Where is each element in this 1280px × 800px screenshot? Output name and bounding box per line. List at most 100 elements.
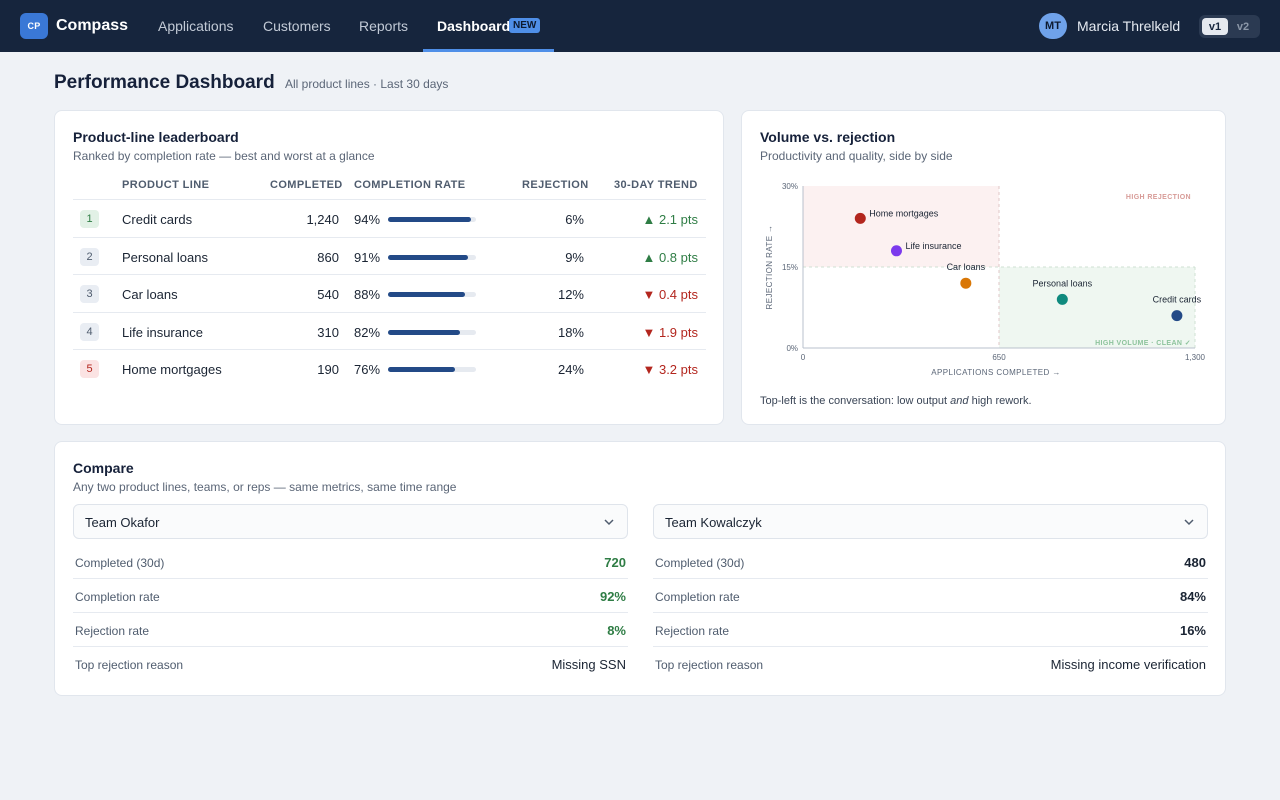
scatter-point-label: Life insurance (905, 241, 961, 251)
completed-count: 1,240 (306, 212, 339, 227)
x-axis-title: APPLICATIONS COMPLETED → (931, 368, 1060, 377)
column-header-rejection[interactable]: REJECTION (522, 179, 589, 191)
completion-bar-fill (388, 217, 471, 222)
metric-row: Completion rate 84% (653, 579, 1208, 613)
y-tick-label: 30% (782, 182, 798, 191)
table-row[interactable]: 1 Credit cards 1,240 94% 6% ▲ 2.1 pts (73, 199, 706, 237)
metric-label: Completion rate (75, 590, 160, 604)
completion-rate: 94% (354, 212, 381, 227)
scatter-point (890, 245, 902, 257)
metric-row: Completed (30d) 720 (73, 545, 628, 579)
metric-value: 16% (1179, 623, 1206, 638)
nav-reports[interactable]: Reports (359, 18, 409, 34)
product-line-name: Credit cards (122, 212, 193, 227)
completion-rate: 76% (354, 362, 381, 377)
rejection-rate: 24% (557, 362, 584, 377)
page-subtitle: All product lines · Last 30 days (285, 77, 449, 91)
zone-label-high-rejection: HIGH REJECTION (1126, 194, 1191, 201)
metric-label: Completion rate (655, 590, 740, 604)
product-line-name: Home mortgages (122, 362, 222, 377)
column-header-product-line[interactable]: PRODUCT LINE (122, 179, 210, 191)
column-header-trend[interactable]: 30-DAY TREND (614, 179, 698, 191)
version-switch: v1 v2 (1199, 15, 1260, 38)
logo-badge[interactable]: CP (20, 13, 48, 39)
y-axis-title: REJECTION RATE → (765, 225, 774, 310)
table-row[interactable]: 4 Life insurance 310 82% 18% ▼ 1.9 pts (73, 311, 706, 350)
metric-value: 92% (599, 589, 626, 604)
trend-value: ▼ 1.9 pts (642, 324, 698, 340)
trend-value: ▲ 2.1 pts (642, 212, 698, 227)
metric-row: Top rejection reason Missing SSN (73, 647, 628, 681)
table-row[interactable]: 5 Home mortgages 190 76% 24% ▼ 3.2 pts (73, 349, 706, 387)
scatter-point-label: Car loans (947, 262, 986, 272)
column-header-completed[interactable]: COMPLETED (270, 179, 343, 191)
rejection-rate: 18% (557, 324, 584, 340)
zone-area (999, 267, 1195, 348)
metric-value: Missing income verification (1050, 657, 1206, 672)
scatter-point (1056, 293, 1068, 305)
page-title: Performance Dashboard (54, 72, 275, 93)
metric-value: 480 (1184, 555, 1206, 570)
metric-row: Rejection rate 16% (653, 613, 1208, 647)
avatar[interactable]: MT (1039, 13, 1067, 39)
product-line-name: Car loans (122, 287, 178, 302)
brand-name[interactable]: Compass (56, 17, 129, 34)
x-tick-label: 1,300 (1185, 353, 1206, 362)
scatter-note-pre: Top-left is the conversation: low output (760, 395, 951, 407)
metric-row: Rejection rate 8% (73, 613, 628, 647)
metric-label: Completed (30d) (655, 556, 745, 570)
nav-customers[interactable]: Customers (263, 18, 331, 34)
rank-badge: 4 (80, 322, 99, 341)
scatter-point (1171, 310, 1183, 322)
completion-bar-fill (388, 329, 461, 335)
completion-rate: 91% (354, 249, 381, 265)
trend-value: ▼ 0.4 pts (642, 287, 698, 302)
metric-label: Rejection rate (655, 624, 730, 638)
completion-bar-fill (388, 292, 466, 297)
compare-subtitle: Any two product lines, teams, or reps — … (73, 480, 457, 494)
rank-badge: 5 (80, 360, 99, 378)
nav-applications[interactable]: Applications (158, 18, 234, 34)
rejection-rate: 12% (557, 287, 584, 302)
completion-bar-track (388, 367, 476, 372)
table-row[interactable]: 3 Car loans 540 88% 12% ▼ 0.4 pts (73, 274, 706, 312)
chevron-down-icon (1184, 519, 1194, 526)
rank-badge: 3 (80, 285, 99, 303)
product-line-name: Life insurance (122, 324, 203, 340)
scatter-note-emphasis: and (950, 395, 969, 407)
rank-badge: 1 (80, 210, 99, 228)
team-select-right[interactable]: Team Kowalczyk (653, 504, 1208, 539)
user-name[interactable]: Marcia Threlkeld (1077, 18, 1181, 34)
nav-dashboard-label: Dashboard (437, 18, 511, 34)
compare-card: Compare Any two product lines, teams, or… (54, 441, 1226, 696)
scatter-point-label: Home mortgages (869, 208, 939, 218)
scatter-card: Volume vs. rejection Productivity and qu… (741, 110, 1226, 425)
metric-label: Top rejection reason (655, 658, 764, 672)
metric-label: Rejection rate (75, 624, 150, 638)
product-line-name: Personal loans (122, 249, 208, 265)
completion-bar-track (388, 329, 476, 335)
team-select-left[interactable]: Team Okafor (73, 504, 628, 539)
y-tick-label: 15% (782, 263, 798, 272)
chevron-down-icon (604, 519, 614, 526)
rejection-rate: 9% (565, 249, 584, 265)
completed-count: 310 (317, 324, 339, 340)
version-v2[interactable]: v2 (1236, 20, 1250, 33)
metric-row: Top rejection reason Missing income veri… (653, 647, 1208, 681)
x-tick-label: 0 (801, 353, 806, 362)
scatter-point (960, 277, 972, 289)
scatter-point-label: Personal loans (1033, 278, 1093, 288)
rank-badge: 2 (80, 247, 99, 266)
metric-row: Completed (30d) 480 (653, 545, 1208, 579)
completion-rate: 88% (354, 287, 381, 302)
version-v1[interactable]: v1 (1202, 18, 1228, 35)
scatter-point-label: Credit cards (1153, 295, 1202, 305)
completed-count: 540 (317, 287, 339, 302)
completed-count: 190 (317, 362, 339, 377)
nav-dashboard[interactable]: Dashboard NEW (423, 0, 554, 52)
completion-bar-track (388, 217, 476, 222)
team-select-right-value: Team Kowalczyk (665, 515, 762, 530)
trend-value: ▲ 0.8 pts (642, 249, 698, 265)
table-row[interactable]: 2 Personal loans 860 91% 9% ▲ 0.8 pts (73, 236, 706, 275)
column-header-completion-rate[interactable]: COMPLETION RATE (354, 179, 466, 191)
